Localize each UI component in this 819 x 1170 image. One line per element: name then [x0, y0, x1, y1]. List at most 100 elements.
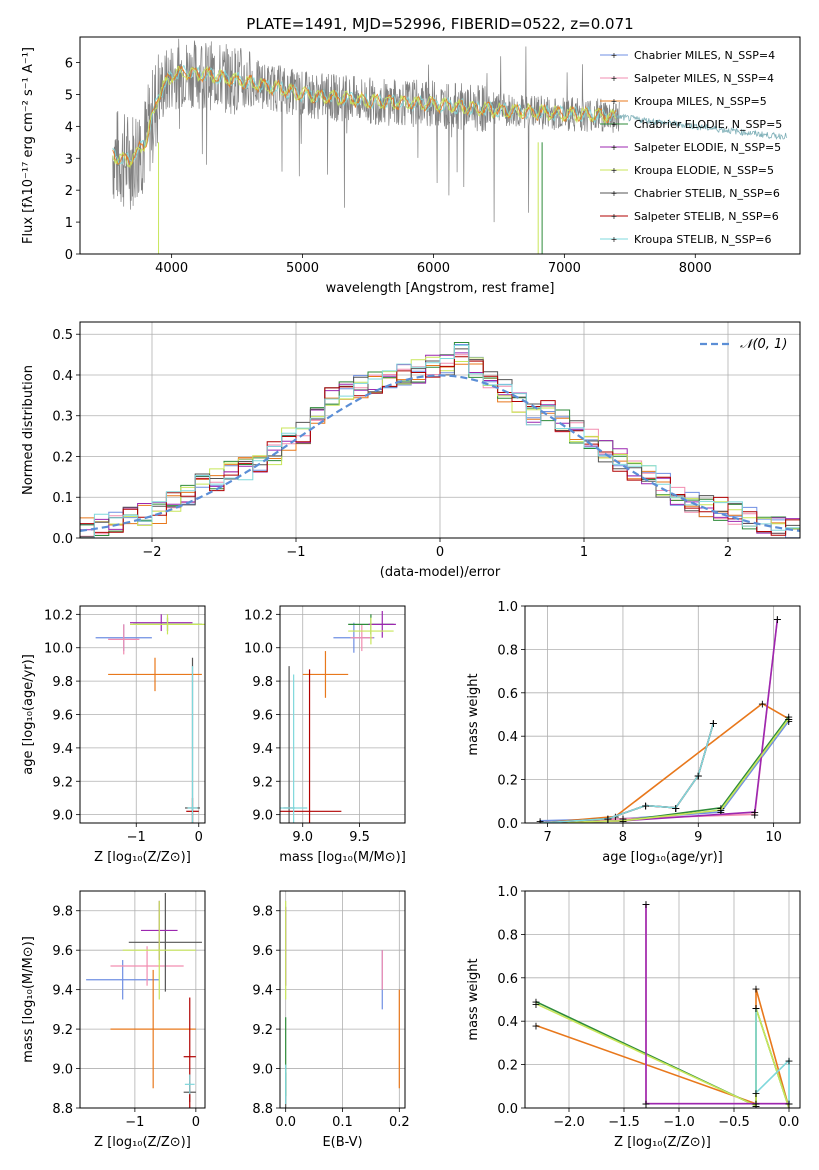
legend-marker: +: [611, 97, 618, 106]
x-tick-label: 5000: [286, 261, 319, 276]
mass-weight-series: [645, 904, 789, 1105]
y-tick-label: 0.1: [52, 491, 73, 506]
errorbar-point: [280, 669, 342, 823]
errorbar-point: [110, 969, 196, 1089]
x-tick-label: 7: [543, 830, 551, 845]
x-tick-label: 1: [580, 545, 588, 560]
y-tick-label: 1.0: [497, 885, 518, 900]
x-tick-label: 9: [694, 830, 702, 845]
mass-weight-marker: +: [535, 817, 544, 830]
x-tick-label: −1.5: [608, 1115, 640, 1130]
x-tick-label: 8000: [679, 261, 712, 276]
y-tick-label: 0.8: [497, 643, 518, 658]
x-axis-label: E(B-V): [322, 1135, 362, 1150]
mass-weight-marker: +: [751, 1098, 760, 1111]
y-tick-label: 0.0: [497, 817, 518, 832]
y-tick-label: 0.2: [52, 450, 73, 465]
mass-weight-marker: +: [750, 806, 759, 819]
x-tick-label: 9.0: [292, 830, 313, 845]
legend-marker: +: [611, 166, 618, 175]
plot-area: [95, 614, 205, 823]
chart-title: PLATE=1491, MJD=52996, FIBERID=0522, z=0…: [246, 15, 633, 33]
y-axis-label: age [log₁₀(age/yr)]: [21, 654, 36, 775]
mass-weight-marker: +: [751, 1002, 760, 1015]
mass-weight-marker: +: [716, 802, 725, 815]
errorbar-point: [108, 624, 140, 655]
legend-label: Chabrier ELODIE, N_SSP=5: [634, 118, 782, 131]
mass-weight-marker: +: [784, 1102, 793, 1115]
y-tick-label: 9.0: [52, 1063, 73, 1078]
mass-weight-marker: +: [603, 813, 612, 826]
legend-marker: +: [611, 212, 618, 221]
y-tick-label: 0.6: [497, 687, 518, 702]
plot-frame: [279, 605, 406, 824]
mass-weight-marker: +: [535, 815, 544, 828]
chart-age-vs-mass: 9.0 9.5 9.0 9.2 9.4 9.6 9.8 10.0 10.2 mass [log₁₀…: [244, 605, 406, 865]
chart-age-vs-z: −1 0 9.0 9.2 9.4 9.6 9.8 10.0 10.2 Z [log₁₀(Z/Z⊙)…: [21, 605, 206, 865]
observed-spectrum: [112, 38, 620, 223]
chart-residuals: −2 −1 0 1 2 0.0 0.1 0.2 0.3 0.4 0.5 (data-model)/er…: [21, 321, 801, 580]
plot-area: + ++++ + +++++++ ++++ ++++ ++++ ++ ++++ ++ ++++ ++ +…: [535, 613, 793, 830]
x-axis-label: Z [log₁₀(Z/Z⊙)]: [614, 1135, 711, 1150]
mass-weight-marker: +: [784, 1102, 793, 1115]
y-tick-label: 0: [65, 248, 73, 263]
y-tick-label: 0.2: [497, 774, 518, 789]
y-tick-label: 0.2: [497, 1059, 518, 1074]
y-tick-label: 10.2: [244, 608, 273, 623]
legend-marker: +: [611, 189, 618, 198]
mass-weight-marker: +: [535, 817, 544, 830]
x-tick-label: −1.0: [663, 1115, 695, 1130]
legend-marker: +: [611, 235, 618, 244]
mass-weight-marker: +: [641, 800, 650, 813]
mass-weight-marker: +: [641, 898, 650, 911]
mass-weight-marker: +: [603, 813, 612, 826]
x-tick-label: 9.5: [349, 830, 370, 845]
mass-weight-marker: +: [618, 813, 627, 826]
legend: + Chabrier MILES, N_SSP=4 + Salpeter MILES,…: [600, 49, 782, 246]
mass-weight-marker: +: [758, 698, 767, 711]
y-tick-label: 9.4: [52, 984, 73, 999]
y-tick-label: 0.0: [52, 532, 73, 547]
legend-marker: +: [611, 51, 618, 60]
legend: 𝒩(0, 1): [700, 337, 787, 352]
plot-frame: [279, 890, 406, 1109]
x-axis-label: age [log₁₀(age/yr)]: [602, 850, 723, 865]
x-axis-label: Z [log₁₀(Z/Z⊙)]: [94, 1135, 191, 1150]
legend-label: Salpeter MILES, N_SSP=4: [634, 72, 774, 85]
y-tick-label: 8.8: [52, 1102, 73, 1117]
mass-weight-marker: +: [751, 983, 760, 996]
mass-weight-marker: +: [716, 806, 725, 819]
mass-weight-marker: +: [784, 1102, 793, 1115]
chart-spectrum: 4000 5000 6000 7000 8000 0 1 2 3 4 5 6 wavelength [A…: [21, 15, 801, 296]
y-tick-label: 0.8: [497, 928, 518, 943]
x-tick-label: −1: [125, 1115, 144, 1130]
x-tick-label: 0.2: [389, 1115, 410, 1130]
errorbar-point: [187, 666, 198, 823]
mass-weight-marker: +: [784, 1054, 793, 1067]
mass-weight-marker: +: [618, 815, 627, 828]
mass-weight-marker: +: [694, 769, 703, 782]
mass-weight-series: [645, 904, 789, 1105]
x-tick-label: −1: [286, 545, 305, 560]
mass-weight-marker: +: [784, 713, 793, 726]
y-tick-label: 9.4: [252, 742, 273, 757]
mass-weight-marker: +: [531, 998, 540, 1011]
legend-label: 𝒩(0, 1): [740, 337, 787, 352]
x-tick-label: 8: [619, 830, 627, 845]
legend-label: Salpeter ELODIE, N_SSP=5: [634, 141, 781, 154]
y-axis-label: mass [log₁₀(M/M⊙)]: [21, 936, 36, 1063]
model-spectrum: [112, 65, 617, 169]
plot-frame: [79, 605, 206, 824]
y-tick-label: 5: [65, 88, 73, 103]
y-tick-label: 9.2: [252, 1023, 273, 1038]
y-tick-label: 10.2: [44, 608, 73, 623]
plot-area: [112, 38, 788, 254]
mass-weight-marker: +: [535, 817, 544, 830]
legend-label: Kroupa ELODIE, N_SSP=5: [634, 164, 774, 177]
y-tick-label: 0.3: [52, 410, 73, 425]
mass-weight-marker: +: [716, 804, 725, 817]
y-tick-label: 1.0: [497, 600, 518, 615]
y-tick-label: 3: [65, 152, 73, 167]
mass-weight-marker: +: [535, 817, 544, 830]
y-axis-label: mass weight: [466, 673, 481, 755]
